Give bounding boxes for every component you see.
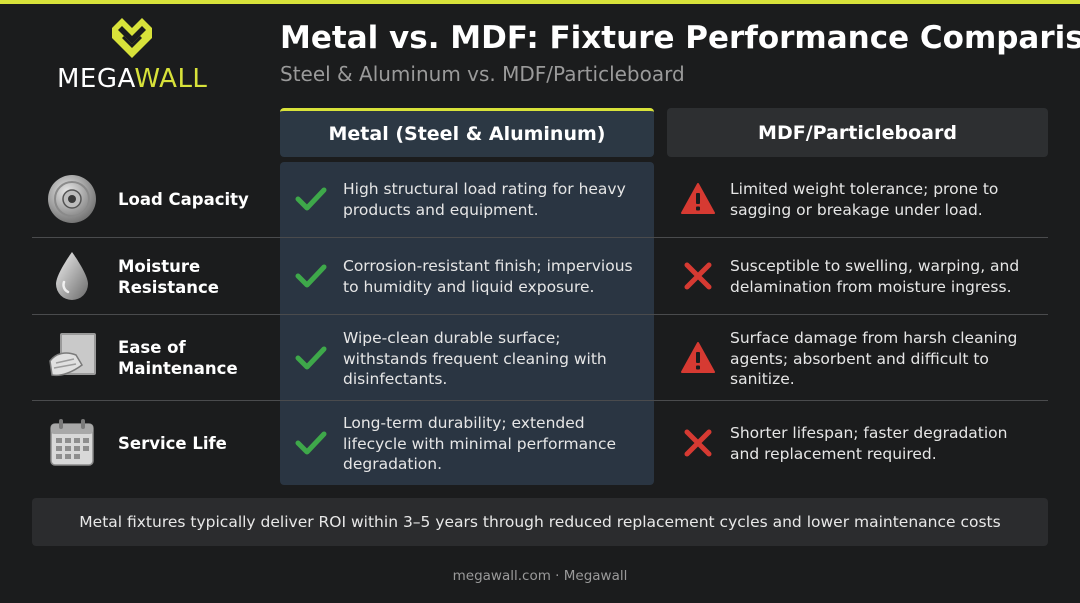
checkmark-icon (295, 431, 327, 455)
weight-plate-icon (48, 175, 96, 223)
roi-summary-banner: Metal fixtures typically deliver ROI wit… (32, 498, 1048, 546)
metal-cell-text: High structural load rating for heavy pr… (343, 180, 626, 219)
checkmark-icon (295, 187, 327, 211)
x-mark-icon (684, 429, 712, 457)
row-divider (32, 400, 1048, 401)
metal-cell-text: Corrosion-resistant finish; impervious t… (343, 257, 633, 296)
mdf-column-header: MDF/Particleboard (667, 108, 1048, 157)
top-accent-bar (0, 0, 1080, 4)
mdf-cell-text: Shorter lifespan; faster degradation and… (730, 424, 1008, 463)
checkmark-icon (295, 346, 327, 370)
mdf-cell-text: Surface damage from harsh cleaning agent… (730, 329, 1018, 388)
checkmark-icon (295, 264, 327, 288)
metal-column-header: Metal (Steel & Aluminum) (280, 108, 654, 157)
warning-icon (681, 342, 715, 373)
row-label: Service Life (118, 434, 227, 453)
megawall-logo-mark-icon (112, 18, 152, 58)
logo-wordmark-part1: MEGA (57, 64, 135, 94)
row-label: Moisture Resistance (118, 257, 219, 297)
x-mark-icon (684, 262, 712, 290)
page-subtitle: Steel & Aluminum vs. MDF/Particleboard (280, 62, 685, 86)
row-divider (32, 237, 1048, 238)
logo-wordmark-part2: WALL (134, 64, 208, 94)
megawall-logo: MEGAWALL (40, 18, 225, 98)
water-drop-icon (56, 252, 88, 300)
row-divider (32, 314, 1048, 315)
mdf-cell-text: Limited weight tolerance; prone to saggi… (730, 180, 999, 219)
metal-cell-text: Long-term durability; extended lifecycle… (343, 414, 617, 473)
mdf-cell-text: Susceptible to swelling, warping, and de… (730, 257, 1020, 296)
row-label: Load Capacity (118, 190, 249, 209)
metal-cell-text: Wipe-clean durable surface; withstands f… (343, 329, 607, 388)
page-title: Metal vs. MDF: Fixture Performance Compa… (280, 20, 1080, 56)
logo-wordmark: MEGAWALL (57, 64, 207, 94)
warning-icon (681, 183, 715, 214)
row-label: Ease of Maintenance (118, 338, 238, 378)
calendar-icon (50, 419, 94, 466)
footer-credit: megawall.com · Megawall (452, 568, 628, 584)
metal-column-background (280, 162, 654, 485)
cleaning-cloth-icon (49, 333, 96, 377)
